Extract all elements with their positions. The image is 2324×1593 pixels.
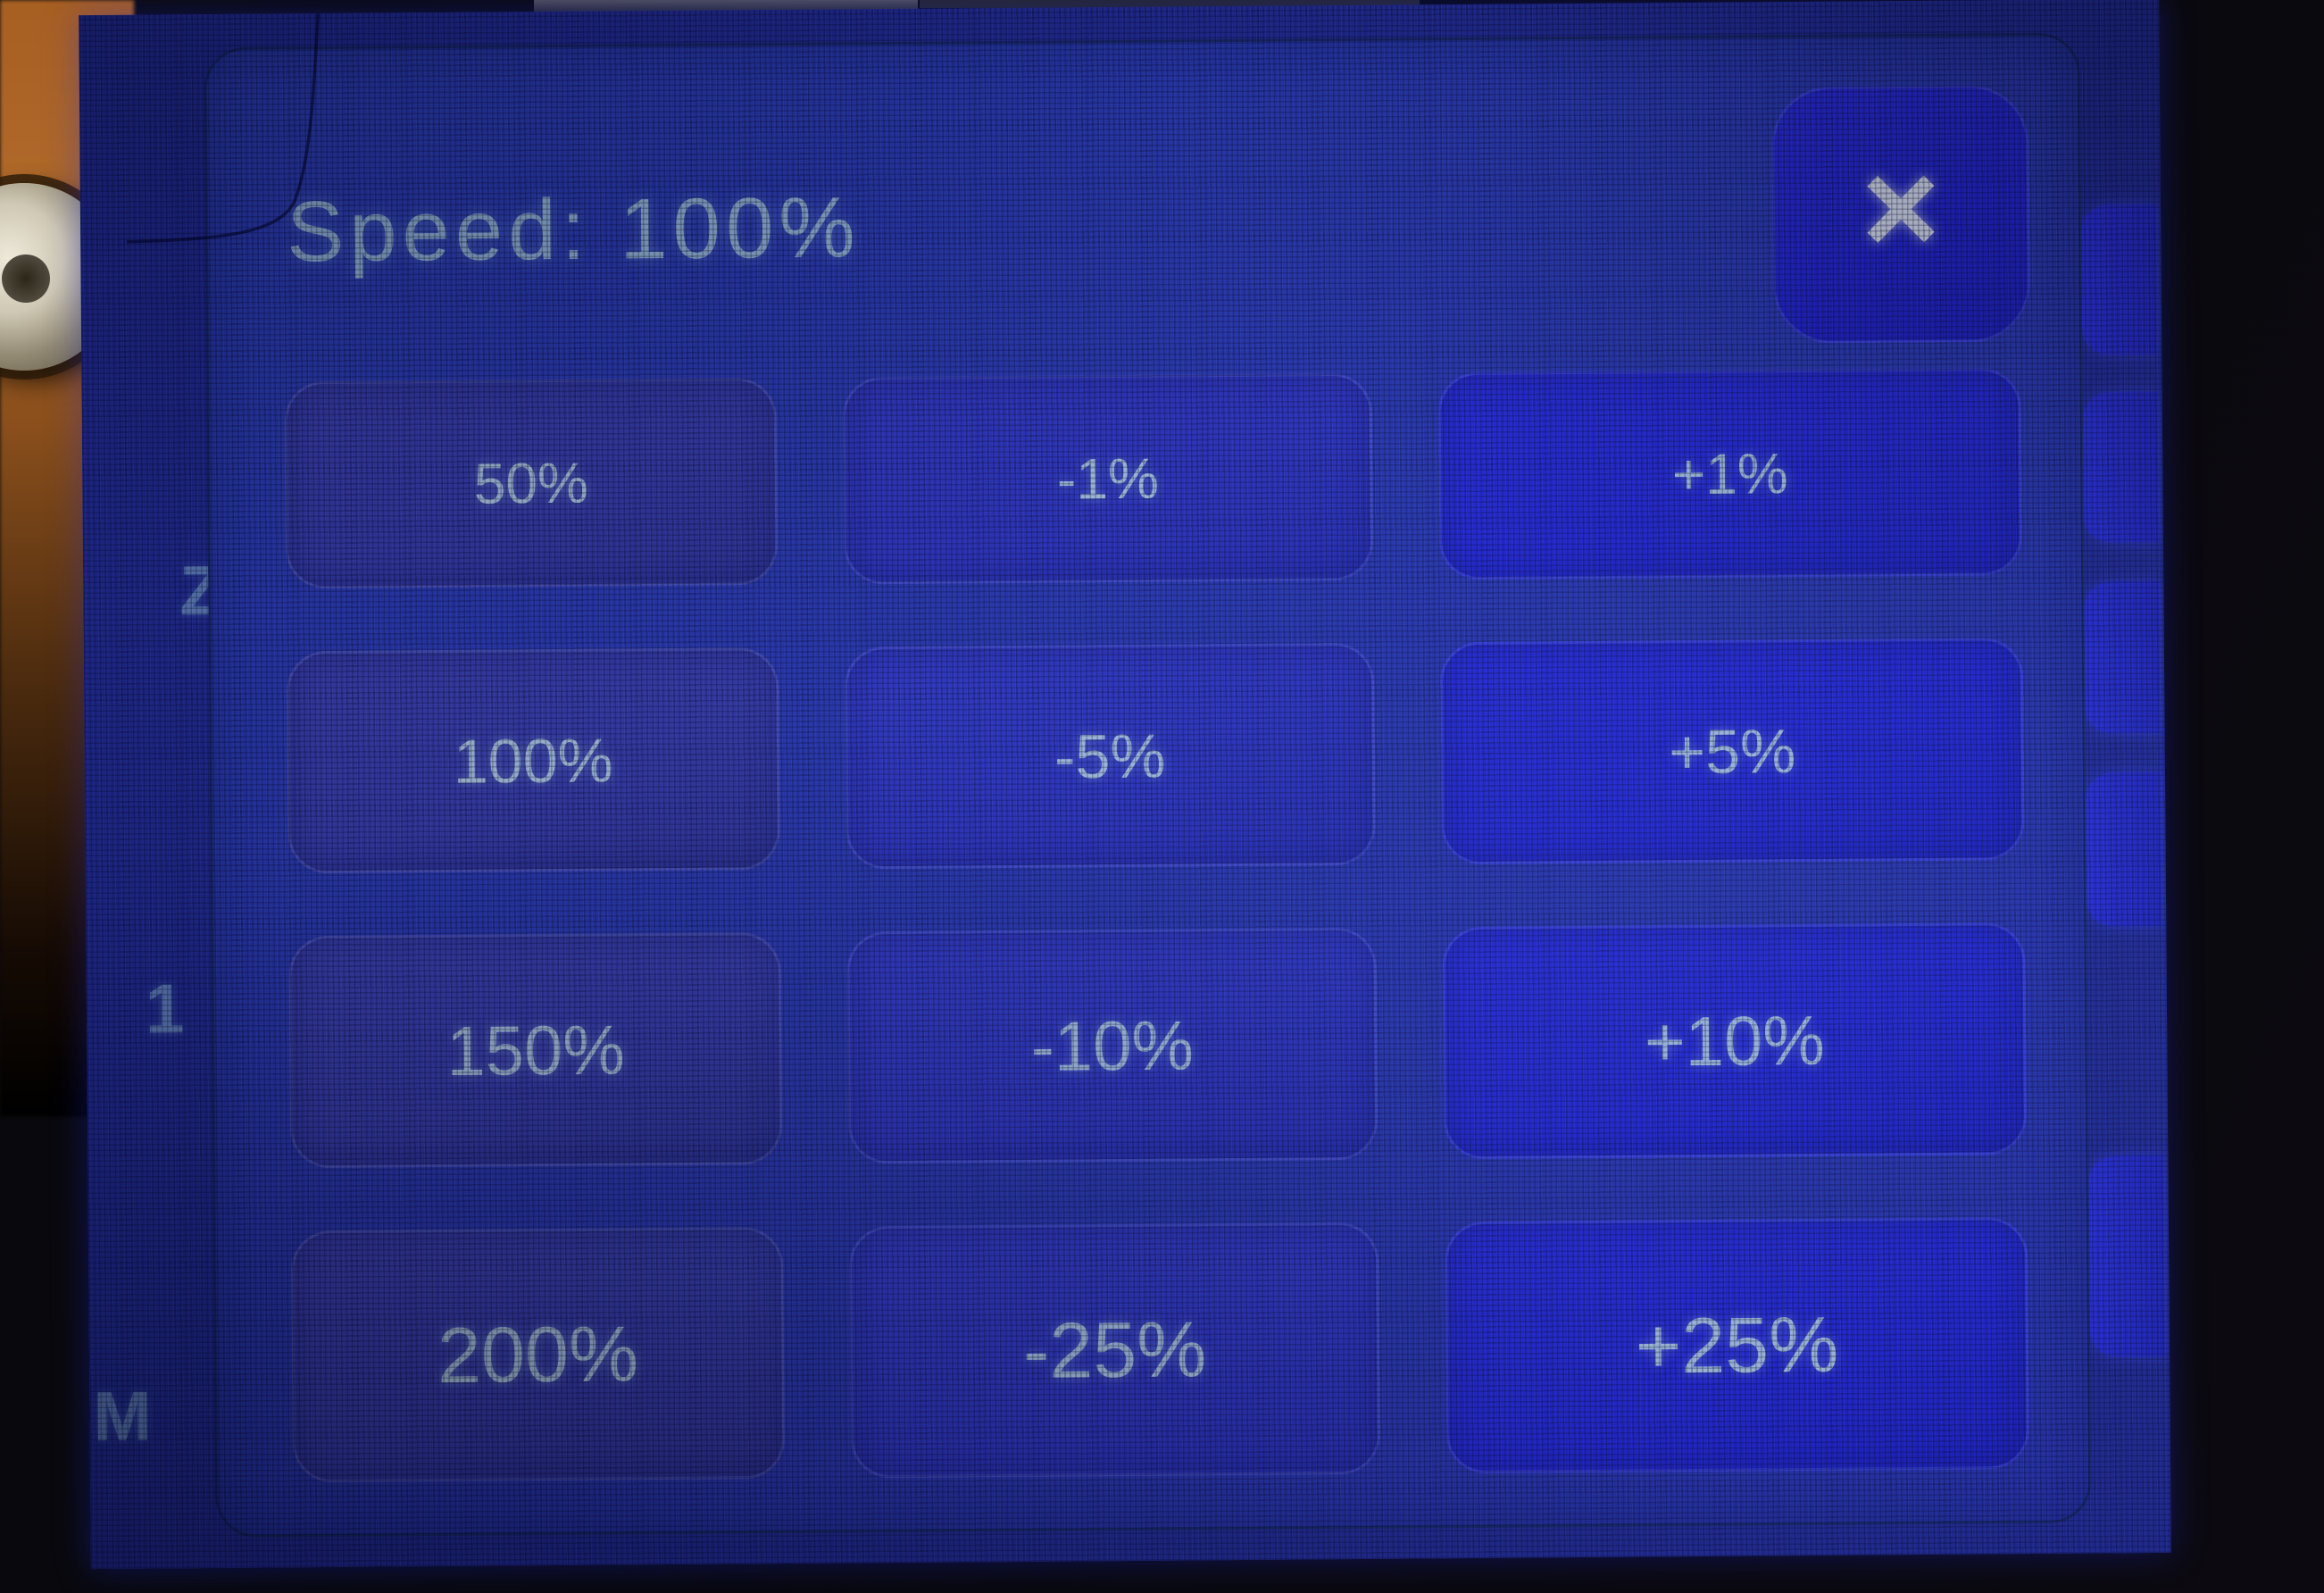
speed-button-grid: 50% -1% +1% 100% -5% +5% 150% -10% +10% …	[284, 368, 2030, 1483]
speed-inc-5-button[interactable]: +5%	[1439, 637, 2025, 865]
speed-set-200-button[interactable]: 200%	[290, 1226, 786, 1483]
background-partial-button	[2082, 391, 2159, 543]
close-icon: ×	[1861, 131, 1941, 283]
speed-inc-25-button[interactable]: +25%	[1444, 1216, 2030, 1474]
speed-inc-10-button[interactable]: +10%	[1442, 922, 2028, 1159]
background-partial-label-1: 1	[145, 969, 188, 1048]
close-button[interactable]: ×	[1770, 85, 2031, 345]
speed-set-100-button[interactable]: 100%	[286, 646, 780, 874]
knob-hole	[1, 254, 51, 304]
speed-dialog-title: Speed: 100%	[286, 179, 861, 280]
bezel-highlight-2	[920, 0, 1420, 8]
speed-dialog: Speed: 100% × 50% -1% +1% 100% -5% +5% 1…	[204, 32, 2092, 1539]
speed-set-50-button[interactable]: 50%	[284, 378, 779, 589]
speed-dec-1-button[interactable]: -1%	[842, 372, 1374, 585]
speed-dec-25-button[interactable]: -25%	[848, 1222, 1381, 1479]
speed-set-150-button[interactable]: 150%	[288, 932, 783, 1169]
speed-dec-10-button[interactable]: -10%	[846, 928, 1379, 1164]
touchscreen: Z 1 M Speed: 100% × 50% -1% +1% 100% -5%…	[79, 0, 2171, 1570]
speed-dec-5-button[interactable]: -5%	[844, 642, 1376, 870]
background-partial-button	[2085, 771, 2162, 927]
speed-inc-1-button[interactable]: +1%	[1437, 368, 2023, 580]
background-partial-button	[2084, 580, 2161, 734]
background-partial-button	[2088, 1155, 2166, 1357]
background-partial-button	[2080, 204, 2158, 355]
background-partial-label-m: M	[93, 1376, 155, 1456]
